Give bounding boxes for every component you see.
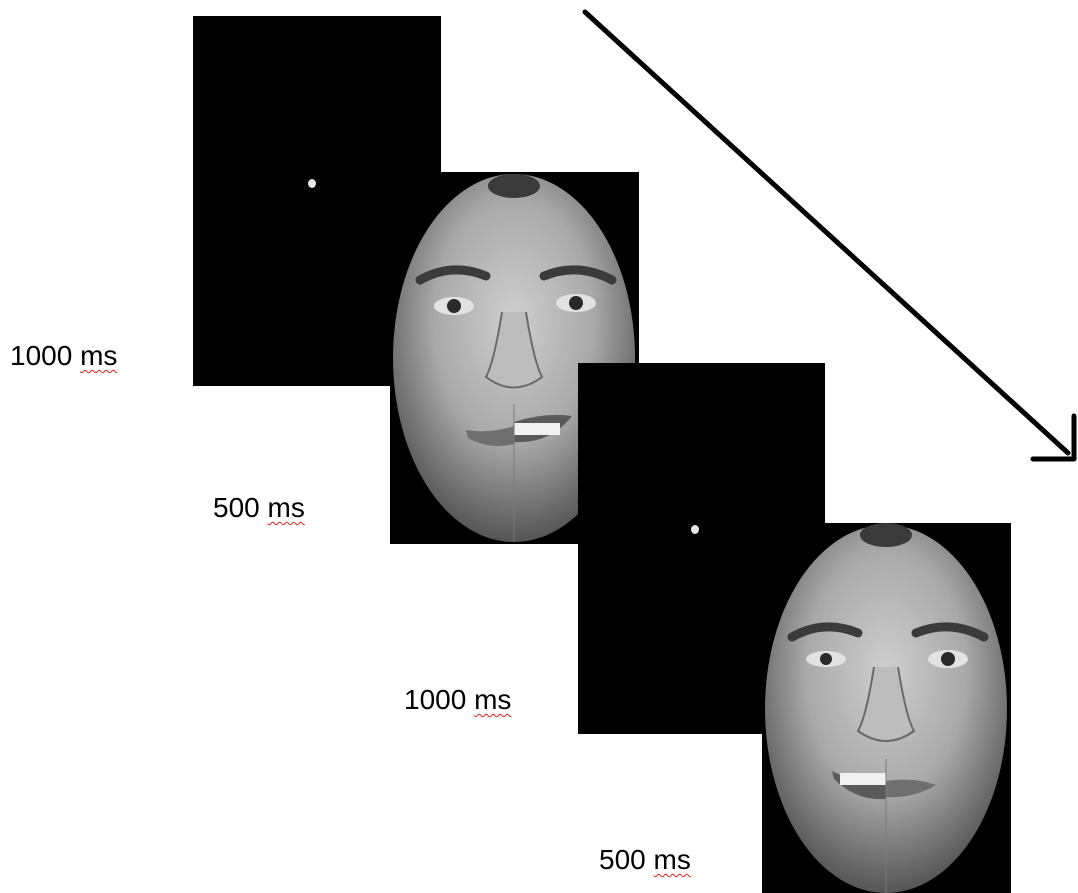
face-photo-icon bbox=[762, 523, 1011, 893]
fixation-dot-icon bbox=[691, 525, 699, 534]
duration-label-second-fixation: 1000 ms bbox=[404, 686, 511, 714]
face-panel-2 bbox=[762, 523, 1011, 893]
duration-value: 500 bbox=[599, 844, 646, 875]
duration-label-first-face: 500 ms bbox=[213, 494, 305, 522]
duration-value: 1000 bbox=[404, 684, 466, 715]
fixation-dot-icon bbox=[308, 179, 316, 188]
duration-unit: ms bbox=[268, 492, 305, 523]
duration-value: 500 bbox=[213, 492, 260, 523]
duration-unit: ms bbox=[80, 340, 117, 371]
duration-unit: ms bbox=[474, 684, 511, 715]
duration-label-second-face: 500 ms bbox=[599, 846, 691, 874]
duration-unit: ms bbox=[654, 844, 691, 875]
duration-value: 1000 bbox=[10, 340, 72, 371]
duration-label-first-fixation: 1000 ms bbox=[10, 342, 117, 370]
